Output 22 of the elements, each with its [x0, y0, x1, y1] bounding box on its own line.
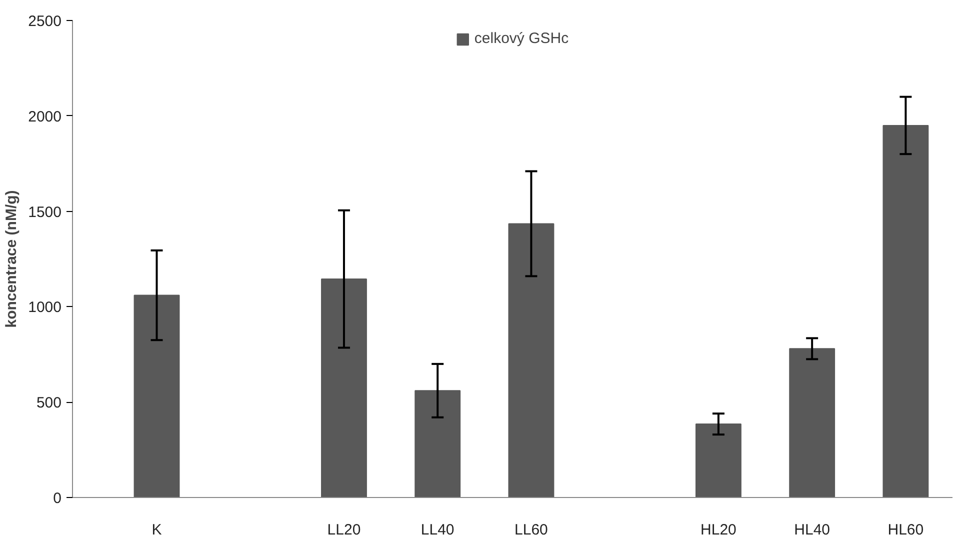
y-tick-label: 2500	[28, 13, 62, 30]
y-axis-title: koncentrace (nM/g)	[3, 190, 20, 328]
x-tick-label: HL60	[888, 522, 924, 538]
bar	[321, 278, 367, 498]
legend-label: celkový GSHc	[474, 30, 569, 47]
x-tick-label: LL60	[514, 522, 548, 538]
bar	[789, 348, 836, 498]
x-tick-label: HL40	[794, 522, 830, 538]
bar	[134, 294, 180, 498]
y-tick-label: 0	[53, 490, 62, 507]
x-tick-label: HL20	[700, 522, 736, 538]
bar	[695, 424, 742, 498]
x-tick-label: K	[152, 522, 162, 538]
y-tick-label: 2000	[28, 108, 62, 126]
y-tick-label: 1000	[28, 299, 62, 316]
bar	[882, 124, 929, 498]
x-tick-label: LL20	[327, 522, 361, 538]
bar	[414, 390, 461, 498]
x-tick-label: LL40	[420, 522, 454, 538]
y-tick-label: 500	[36, 394, 62, 412]
bar	[508, 223, 554, 498]
y-tick-label: 1500	[28, 204, 62, 221]
